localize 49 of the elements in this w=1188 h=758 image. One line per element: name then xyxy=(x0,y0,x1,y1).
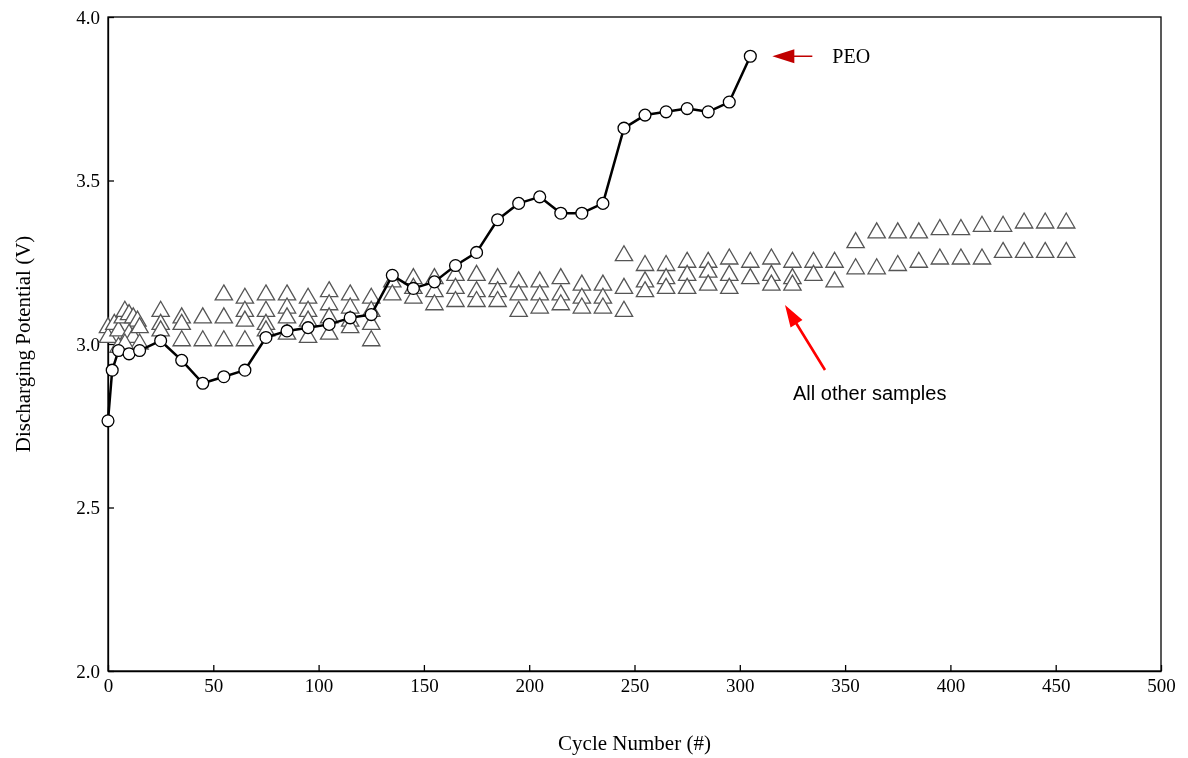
point xyxy=(512,196,526,210)
x-tick-label: 100 xyxy=(304,675,334,697)
y-tick-label: 4.0 xyxy=(76,6,100,28)
point xyxy=(701,105,715,119)
point xyxy=(659,105,673,119)
x-tick-label: 200 xyxy=(515,675,544,697)
point xyxy=(217,370,231,384)
annotation: All other samples xyxy=(793,382,947,404)
x-tick-label: 50 xyxy=(204,675,224,697)
point xyxy=(322,317,336,331)
y-tick-label: 3.0 xyxy=(76,333,100,355)
point xyxy=(101,414,115,428)
y-tick-label: 3.5 xyxy=(76,170,100,192)
x-tick-label: 450 xyxy=(1041,675,1071,697)
x-tick-label: 300 xyxy=(726,675,755,697)
point xyxy=(111,343,126,358)
point xyxy=(554,206,568,220)
y-axis-title: Discharging Potential (V) xyxy=(11,235,35,453)
point xyxy=(154,334,168,348)
x-tick-label: 400 xyxy=(936,675,966,697)
point xyxy=(122,347,136,361)
point xyxy=(385,268,399,282)
point xyxy=(133,343,147,358)
x-axis-title: Cycle Number (#) xyxy=(558,731,711,755)
point xyxy=(533,190,547,204)
point xyxy=(617,121,631,135)
x-tick-label: 250 xyxy=(620,675,650,697)
x-tick-label: 350 xyxy=(831,675,860,697)
point xyxy=(259,330,273,345)
y-tick-label: 2.5 xyxy=(76,497,100,519)
point xyxy=(722,95,736,109)
point xyxy=(448,258,463,273)
point xyxy=(596,196,610,210)
x-tick-label: 150 xyxy=(410,675,439,697)
point xyxy=(680,102,694,116)
point xyxy=(638,108,652,122)
point xyxy=(238,363,252,377)
annotation: PEO xyxy=(832,45,871,68)
point xyxy=(491,213,505,227)
x-tick-label: 0 xyxy=(103,675,114,697)
point xyxy=(575,206,589,220)
x-tick-label: 500 xyxy=(1147,675,1176,697)
y-tick-label: 2.0 xyxy=(76,660,100,682)
point xyxy=(743,49,757,63)
point xyxy=(105,363,119,377)
point xyxy=(196,376,210,390)
point xyxy=(469,245,484,259)
point xyxy=(175,353,189,367)
point xyxy=(301,321,315,335)
